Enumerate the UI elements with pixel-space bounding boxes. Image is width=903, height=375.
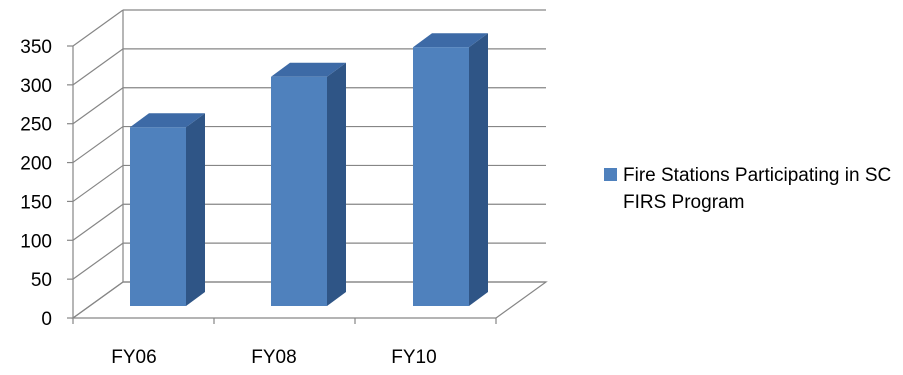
y-tick-label: 200 [20, 154, 52, 175]
y-tick-label: 150 [20, 192, 52, 213]
bar-front [130, 127, 186, 306]
bar [130, 113, 205, 306]
y-tick-labels: 0 50 100 150 200 250 300 350 [20, 37, 52, 330]
gridline-side [72, 242, 124, 280]
bar-top [413, 33, 488, 48]
bar-front [413, 47, 469, 307]
y-tick-label: 300 [20, 76, 52, 97]
y-tick-label: 50 [31, 270, 52, 291]
x-tick-label: FY08 [251, 347, 296, 368]
bar [413, 33, 488, 307]
bar-top [130, 113, 205, 128]
gridline-side [72, 87, 124, 125]
y-tick-label: 350 [20, 37, 52, 58]
bar-side [469, 33, 488, 307]
legend-label: Fire Stations Participating in SC FIRS P… [623, 165, 892, 213]
gridline-side [72, 164, 124, 202]
gridline-side [72, 48, 124, 86]
y-tick-label: 0 [41, 309, 52, 330]
x-tick-label: FY06 [111, 347, 156, 368]
x-tick-label: FY10 [391, 347, 436, 368]
y-tick-label: 250 [20, 115, 52, 136]
bar [271, 62, 346, 306]
bar-side [327, 62, 346, 306]
gridline-side [72, 203, 124, 241]
bar-top [271, 62, 346, 77]
x-tick-labels: FY06 FY08 FY10 [111, 347, 436, 368]
gridline-side [72, 9, 124, 47]
legend: Fire Stations Participating in SC FIRS P… [604, 162, 903, 216]
bar-front [271, 76, 327, 306]
bars [130, 33, 488, 307]
legend-swatch [604, 168, 617, 181]
axes [67, 10, 548, 324]
y-tick-label: 100 [20, 231, 52, 252]
bar-side [186, 113, 205, 306]
gridline-side [72, 126, 124, 164]
